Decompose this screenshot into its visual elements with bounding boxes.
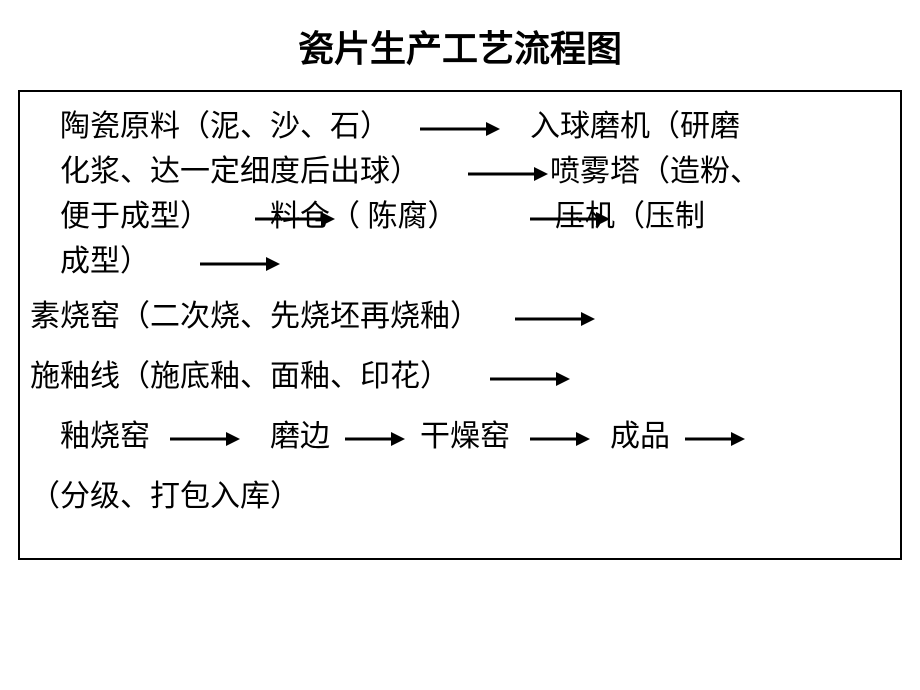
flow-arrow-a6 <box>515 310 595 328</box>
flow-arrow-a5 <box>200 255 280 273</box>
flow-step-s1: 陶瓷原料（泥、沙、石） <box>60 112 390 142</box>
flow-arrow-a4 <box>530 210 610 228</box>
flow-step-s9: 素烧窑（二次烧、先烧坯再烧釉） <box>30 302 480 332</box>
flow-arrow-a10 <box>530 430 590 448</box>
flow-step-s2: 入球磨机（研磨 <box>530 112 740 142</box>
page-title: 瓷片生产工艺流程图 <box>0 0 920 82</box>
flow-step-s8: 成型） <box>60 247 150 277</box>
flow-arrow-a1 <box>420 120 500 138</box>
flow-arrow-a11 <box>685 430 745 448</box>
flowchart-content: 陶瓷原料（泥、沙、石） 入球磨机（研磨化浆、达一定细度后出球） 喷雾塔（造粉、便于成… <box>20 102 900 548</box>
flow-step-s3: 化浆、达一定细度后出球） <box>60 157 420 187</box>
flow-arrow-a8 <box>170 430 240 448</box>
flow-step-s10: 施釉线（施底釉、面釉、印花） <box>30 362 450 392</box>
flow-step-s12: 磨边 <box>270 422 330 452</box>
flow-arrow-a3 <box>255 210 335 228</box>
flow-step-s15: （分级、打包入库） <box>30 482 300 512</box>
flowchart-container: 陶瓷原料（泥、沙、石） 入球磨机（研磨化浆、达一定细度后出球） 喷雾塔（造粉、便于成… <box>18 90 902 560</box>
flow-arrow-a7 <box>490 370 570 388</box>
flow-arrow-a2 <box>468 165 548 183</box>
flow-step-s13: 干燥窑 <box>420 422 510 452</box>
flow-arrow-a9 <box>345 430 405 448</box>
flow-step-s14: 成品 <box>610 422 670 452</box>
flow-step-s4: 喷雾塔（造粉、 <box>550 157 760 187</box>
flow-step-s5: 便于成型） <box>60 202 210 232</box>
flow-step-s11: 釉烧窑 <box>60 422 150 452</box>
